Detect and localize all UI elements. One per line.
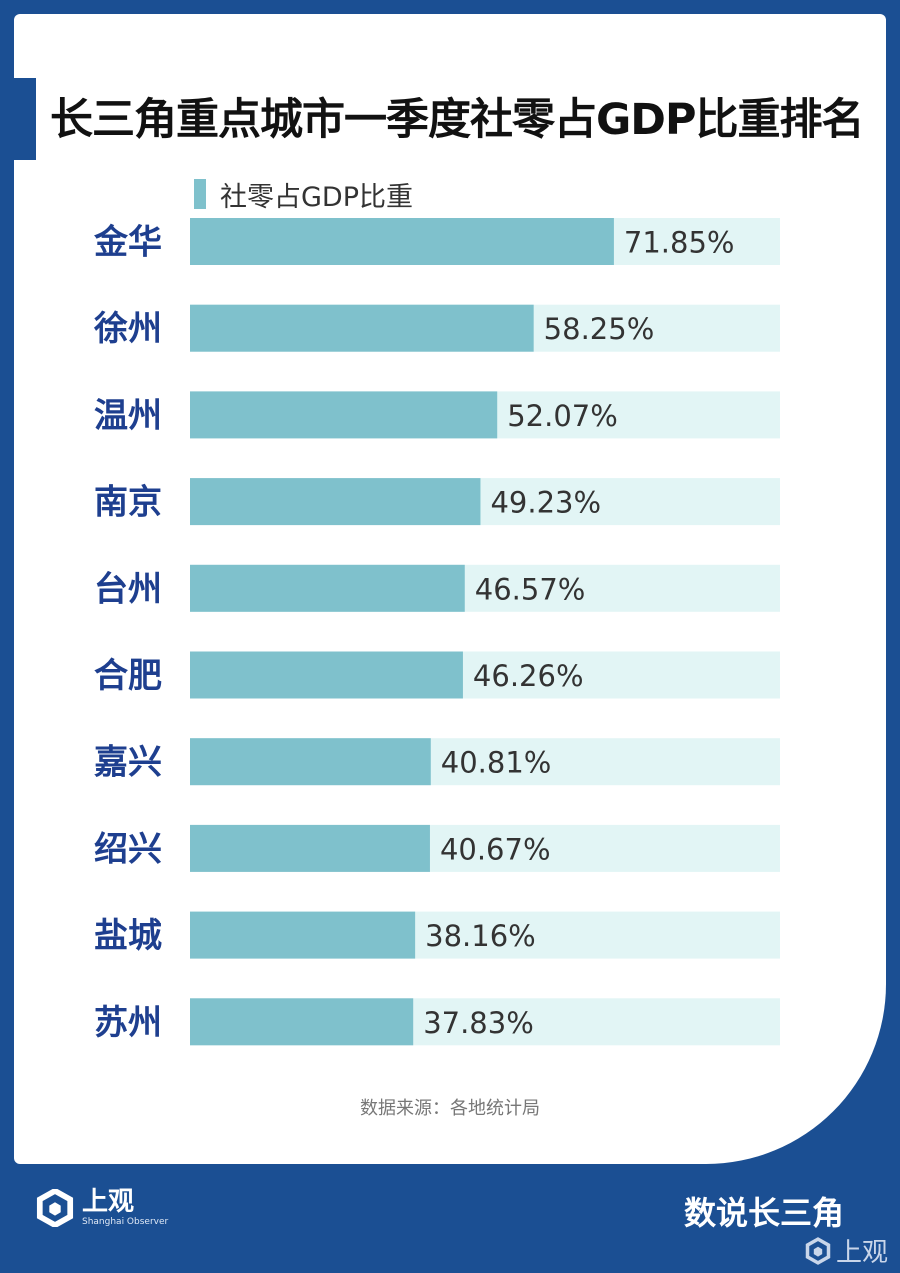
value-label: 71.85% bbox=[624, 226, 735, 260]
section-name: 数说长三角 bbox=[683, 1194, 844, 1232]
category-label: 温州 bbox=[94, 396, 162, 436]
legend-swatch bbox=[194, 179, 206, 209]
category-label: 台州 bbox=[94, 569, 162, 609]
watermark: 上观 bbox=[804, 1232, 888, 1269]
value-label: 52.07% bbox=[507, 399, 618, 433]
value-label: 46.57% bbox=[475, 572, 586, 606]
category-label: 徐州 bbox=[93, 309, 162, 349]
bar bbox=[190, 911, 416, 959]
bar bbox=[190, 564, 465, 612]
value-label: 37.83% bbox=[423, 1006, 534, 1040]
bar-chart: 金华 71.85% 徐州 58.25% 温州 52.07% 南京 49.23% 台州 46.57%… bbox=[93, 218, 780, 1046]
category-label: 合肥 bbox=[94, 656, 162, 696]
value-label: 40.67% bbox=[440, 832, 551, 866]
value-label: 46.26% bbox=[473, 659, 584, 693]
category-label: 嘉兴 bbox=[94, 743, 162, 783]
logo-icon bbox=[36, 1189, 74, 1227]
title-accent-bar bbox=[14, 78, 36, 160]
watermark-text: 上观 bbox=[835, 1238, 888, 1268]
legend-label: 社零占GDP比重 bbox=[220, 181, 413, 213]
logo-text: 上观 bbox=[82, 1187, 135, 1217]
category-label: 金华 bbox=[93, 223, 162, 263]
bar bbox=[190, 218, 614, 265]
value-label: 58.25% bbox=[544, 312, 655, 346]
shanghai-observer-logo: 上观 Shanghai Observer bbox=[36, 1188, 168, 1228]
logo-subtext: Shanghai Observer bbox=[82, 1217, 169, 1227]
value-label: 38.16% bbox=[425, 919, 536, 953]
category-label: 南京 bbox=[94, 483, 162, 523]
value-label: 49.23% bbox=[490, 486, 601, 520]
bar bbox=[190, 478, 481, 526]
bar bbox=[190, 824, 430, 872]
category-label: 盐城 bbox=[94, 916, 162, 956]
bar bbox=[190, 651, 463, 699]
bar bbox=[190, 391, 498, 439]
bar bbox=[190, 304, 534, 352]
category-label: 苏州 bbox=[94, 1003, 162, 1043]
value-label: 40.81% bbox=[441, 746, 552, 780]
source-note: 数据来源：各地统计局 bbox=[360, 1098, 540, 1119]
chart-card: 长三角重点城市一季度社零占GDP比重排名 社零占GDP比重 金华 71.85% 徐州… bbox=[14, 14, 886, 1164]
category-label: 绍兴 bbox=[94, 829, 162, 869]
bar bbox=[190, 998, 414, 1046]
watermark-icon bbox=[805, 1236, 831, 1265]
bar bbox=[190, 738, 431, 786]
page-title: 长三角重点城市一季度社零占GDP比重排名 bbox=[50, 95, 865, 145]
legend: 社零占GDP比重 bbox=[194, 176, 413, 213]
